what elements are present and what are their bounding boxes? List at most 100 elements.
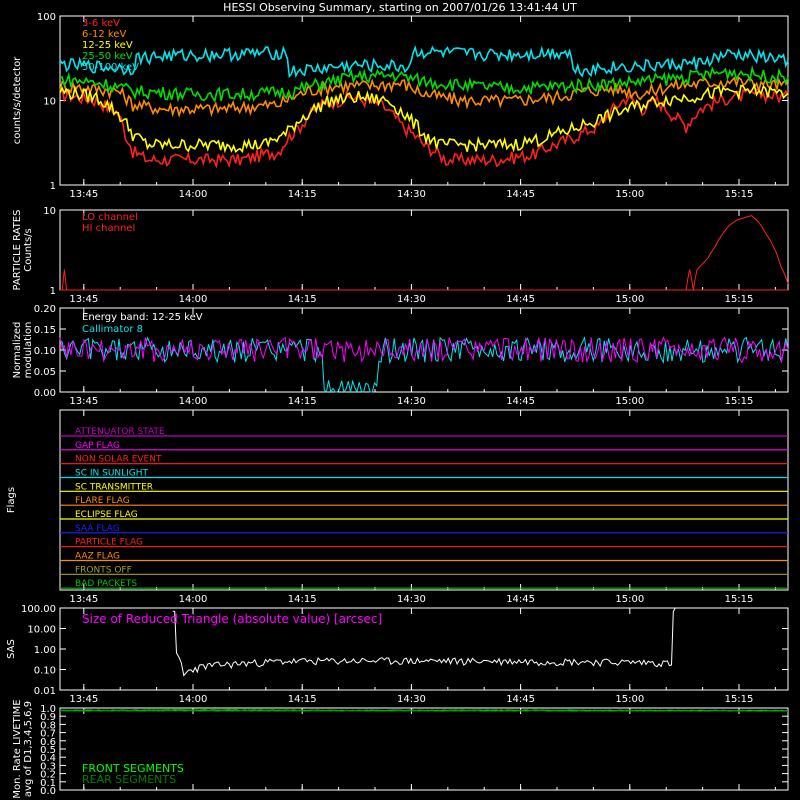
x-tick-label: 14:45 xyxy=(506,396,535,407)
y-axis-label: PARTICLE RATES xyxy=(12,210,23,291)
x-tick-label: 14:30 xyxy=(397,189,426,200)
y-tick-label: 0.15 xyxy=(34,325,56,336)
legend-entry: 6-12 keV xyxy=(82,29,126,40)
x-tick-label: 14:00 xyxy=(179,294,208,305)
y-tick-label: 100 xyxy=(37,12,56,23)
legend-entry: HI channel xyxy=(82,223,135,234)
flag-label: PARTICLE FLAG xyxy=(75,538,143,548)
legend-entry: REAR SEGMENTS xyxy=(82,773,176,786)
y-tick-label: 0.10 xyxy=(34,666,56,677)
y-tick-label: 0.1 xyxy=(40,778,56,789)
y-tick-label: 0.20 xyxy=(34,304,56,315)
flag-label: SAA FLAG xyxy=(75,524,120,534)
series-line-50-100-kev xyxy=(59,44,789,79)
y-tick-label: 1 xyxy=(50,286,56,297)
flag-label: SC TRANSMITTER xyxy=(75,482,153,492)
y-tick-label: 0.7 xyxy=(40,729,56,740)
flag-label: FRONTS OFF xyxy=(75,565,132,575)
legend-entry: 12-25 keV xyxy=(82,40,133,51)
y-axis-label: counts/s/detector xyxy=(12,56,23,144)
legend-entry: 25-50 keV xyxy=(82,51,133,62)
x-tick-label: 14:30 xyxy=(397,294,426,305)
y-axis-label: Mon. Rate LIVETIME xyxy=(12,699,23,798)
flag-label: SC IN SUNLIGHT xyxy=(75,469,149,479)
y-tick-label: 1.00 xyxy=(34,645,56,656)
x-tick-label: 15:15 xyxy=(725,294,754,305)
x-tick-label: 15:15 xyxy=(725,189,754,200)
legend-entry: 50-100 keV xyxy=(82,62,139,73)
y-tick-label: 0.3 xyxy=(40,761,56,772)
x-tick-label: 13:45 xyxy=(69,396,98,407)
x-tick-label: 14:00 xyxy=(179,594,208,605)
x-tick-label: 13:45 xyxy=(69,294,98,305)
legend-entry: LO channel xyxy=(82,212,138,223)
x-tick-label: 15:15 xyxy=(725,396,754,407)
y-tick-label: 0.6 xyxy=(40,737,56,748)
x-tick-label: 14:15 xyxy=(288,189,317,200)
flag-label: ATTENUATOR STATE xyxy=(75,427,165,437)
x-tick-label: 14:00 xyxy=(179,694,208,705)
x-tick-label: 13:45 xyxy=(69,189,98,200)
flag-label: ECLIPSE FLAG xyxy=(75,510,138,520)
panel-frame-flags xyxy=(59,409,789,591)
x-tick-label: 14:30 xyxy=(397,694,426,705)
y-axis-label: Flags xyxy=(6,487,17,513)
series-line-sas xyxy=(172,607,676,677)
x-tick-label: 15:00 xyxy=(615,189,644,200)
y-tick-label: 10.00 xyxy=(27,625,56,636)
y-tick-label: 0.0 xyxy=(40,786,56,797)
x-tick-label: 14:45 xyxy=(506,594,535,605)
x-tick-label: 15:00 xyxy=(615,396,644,407)
x-tick-label: 14:45 xyxy=(506,694,535,705)
x-tick-label: 14:45 xyxy=(506,189,535,200)
x-tick-label: 15:00 xyxy=(615,594,644,605)
y-tick-label: 0.8 xyxy=(40,720,56,731)
y-tick-label: 1.0 xyxy=(40,704,56,715)
y-tick-label: 0.5 xyxy=(40,745,56,756)
annotation-sas: Size of Reduced Triangle (absolute value… xyxy=(82,612,382,626)
x-tick-label: 13:45 xyxy=(69,594,98,605)
y-tick-label: 0.2 xyxy=(40,770,56,781)
y-axis-label: SAS xyxy=(6,639,17,659)
y-tick-label: 0.05 xyxy=(34,367,56,378)
x-tick-label: 15:15 xyxy=(725,594,754,605)
y-tick-label: 100.00 xyxy=(21,604,56,615)
x-tick-label: 14:15 xyxy=(288,694,317,705)
legend-entry: 3-6 keV xyxy=(82,18,120,29)
y-tick-label: 0.4 xyxy=(40,753,56,764)
flag-label: BAD PACKETS xyxy=(75,579,137,589)
series-line-25-50-kev xyxy=(59,65,789,103)
x-tick-label: 14:00 xyxy=(179,396,208,407)
series-line-3-6-kev xyxy=(60,86,789,169)
chart-title: HESSI Observing Summary, starting on 200… xyxy=(223,1,577,14)
y-tick-label: 0.10 xyxy=(34,346,56,357)
series-line-6-12-kev xyxy=(59,76,789,118)
y-tick-label: 0.00 xyxy=(34,388,56,399)
y-tick-label: 1 xyxy=(50,181,56,192)
flag-label: FLARE FLAG xyxy=(75,496,130,506)
flag-label: GAP FLAG xyxy=(75,441,120,451)
series-line-modulation xyxy=(59,336,789,364)
x-tick-label: 15:00 xyxy=(615,294,644,305)
x-tick-label: 14:30 xyxy=(397,594,426,605)
annotation-energy-band: Energy band: 12-25 keV xyxy=(82,312,203,323)
legend-entry: FRONT SEGMENTS xyxy=(82,762,184,775)
flag-label: NON SOLAR EVENT xyxy=(75,455,162,465)
x-tick-label: 15:15 xyxy=(725,694,754,705)
y-axis-label: Counts/s xyxy=(23,228,34,272)
x-tick-label: 14:30 xyxy=(397,396,426,407)
flag-label: AAZ FLAG xyxy=(75,552,120,562)
panel-frame-count-rates xyxy=(59,15,789,186)
x-tick-label: 14:15 xyxy=(288,396,317,407)
x-tick-label: 14:45 xyxy=(506,294,535,305)
y-tick-label: 10 xyxy=(43,206,56,217)
x-tick-label: 13:45 xyxy=(69,694,98,705)
y-axis-label: Normalized xyxy=(12,322,23,379)
series-line-rear-segments xyxy=(59,709,788,712)
y-tick-label: 10 xyxy=(43,97,56,108)
series-line-12-25-kev xyxy=(59,82,789,154)
y-axis-label: avg of D1,3,4,5,6,9 xyxy=(23,701,34,797)
x-tick-label: 14:15 xyxy=(288,594,317,605)
